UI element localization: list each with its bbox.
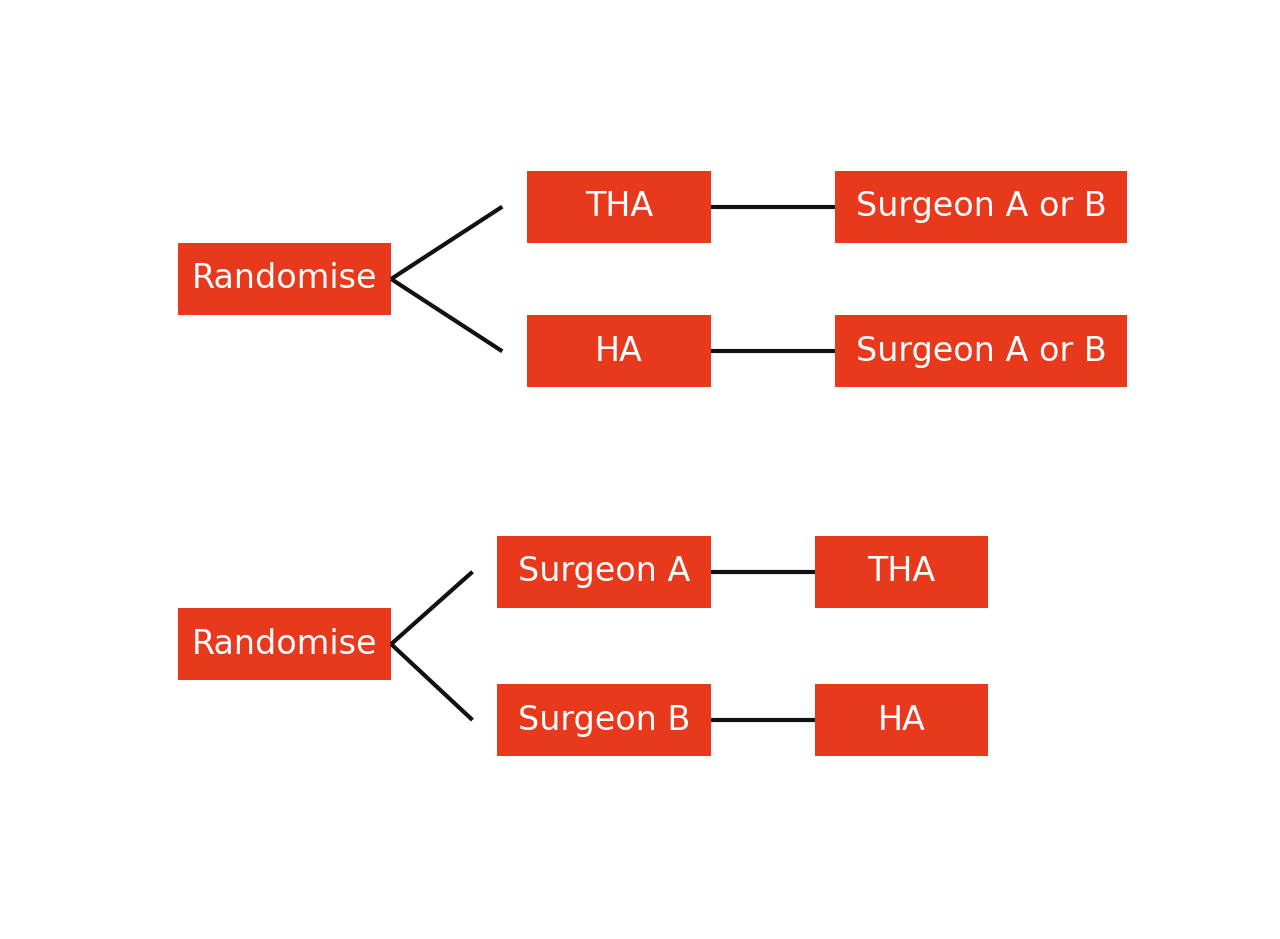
Text: Randomise: Randomise: [192, 627, 378, 661]
Text: HA: HA: [878, 703, 925, 736]
Text: THA: THA: [868, 555, 936, 589]
FancyBboxPatch shape: [835, 316, 1128, 388]
FancyBboxPatch shape: [178, 243, 392, 316]
Text: Surgeon A or B: Surgeon A or B: [855, 191, 1106, 223]
Text: Surgeon A or B: Surgeon A or B: [855, 335, 1106, 368]
Text: Randomise: Randomise: [192, 263, 378, 296]
FancyBboxPatch shape: [835, 171, 1128, 243]
Text: Surgeon B: Surgeon B: [517, 703, 690, 736]
FancyBboxPatch shape: [527, 171, 710, 243]
FancyBboxPatch shape: [815, 684, 988, 756]
Text: Surgeon A: Surgeon A: [517, 555, 690, 589]
Text: HA: HA: [595, 335, 643, 368]
Text: THA: THA: [585, 191, 653, 223]
FancyBboxPatch shape: [178, 608, 392, 680]
FancyBboxPatch shape: [527, 316, 710, 388]
FancyBboxPatch shape: [498, 535, 710, 608]
FancyBboxPatch shape: [815, 535, 988, 608]
FancyBboxPatch shape: [498, 684, 710, 756]
